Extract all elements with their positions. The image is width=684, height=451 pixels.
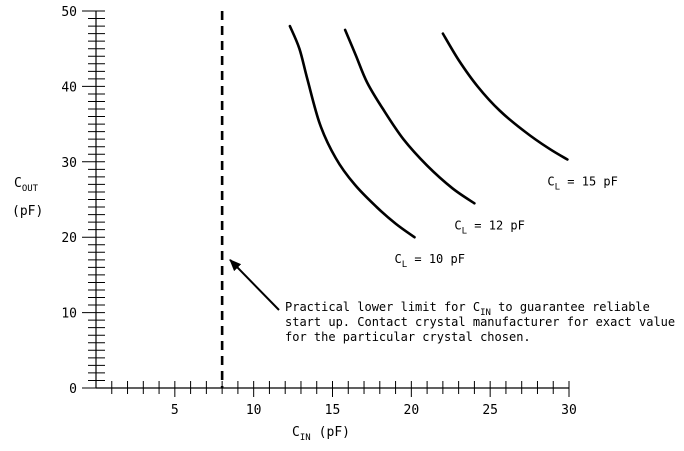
y-tick-label: 30 (61, 156, 77, 171)
x-tick-label: 25 (482, 403, 498, 418)
x-axis-label: CIN (pF) (292, 425, 350, 443)
curve-1 (288, 24, 416, 239)
y-tick-label: 20 (61, 231, 77, 246)
y-tick-labels: 0 10 20 30 40 50 (61, 5, 77, 397)
x-tick-label: 20 (404, 403, 420, 418)
curve-label: CL = 10 pF (394, 252, 464, 270)
annotation-line: start up. Contact crystal manufacturer f… (285, 315, 675, 329)
curve-label: CL = 12 pF (454, 218, 524, 236)
x-tick-label: 15 (325, 403, 341, 418)
curve-3 (441, 32, 569, 161)
annotation-note: Practical lower limit for CIN to guarant… (285, 300, 675, 344)
curve-labels: CL = 10 pF CL = 12 pF CL = 15 pF (394, 175, 617, 271)
annotation-arrow (229, 259, 280, 311)
annotation-line: Practical lower limit for CIN to guarant… (285, 300, 650, 318)
x-tick-label: 30 (561, 403, 577, 418)
curve-2 (343, 28, 476, 205)
curve-label: CL = 15 pF (547, 175, 617, 193)
x-tick-label: 5 (171, 403, 179, 418)
y-tick-label: 50 (61, 5, 77, 20)
y-axis-label: COUT (14, 176, 39, 194)
y-tick-label: 0 (69, 382, 77, 397)
y-ticks (82, 10, 105, 389)
x-ticks (111, 381, 570, 397)
x-tick-labels: 5 10 15 20 25 30 (171, 403, 577, 418)
annotation-line: for the particular crystal chosen. (285, 330, 531, 344)
curves (288, 24, 569, 239)
y-tick-label: 40 (61, 80, 77, 95)
y-axis-unit: (pF) (12, 204, 43, 219)
y-tick-label: 10 (61, 307, 77, 322)
x-tick-label: 10 (246, 403, 262, 418)
